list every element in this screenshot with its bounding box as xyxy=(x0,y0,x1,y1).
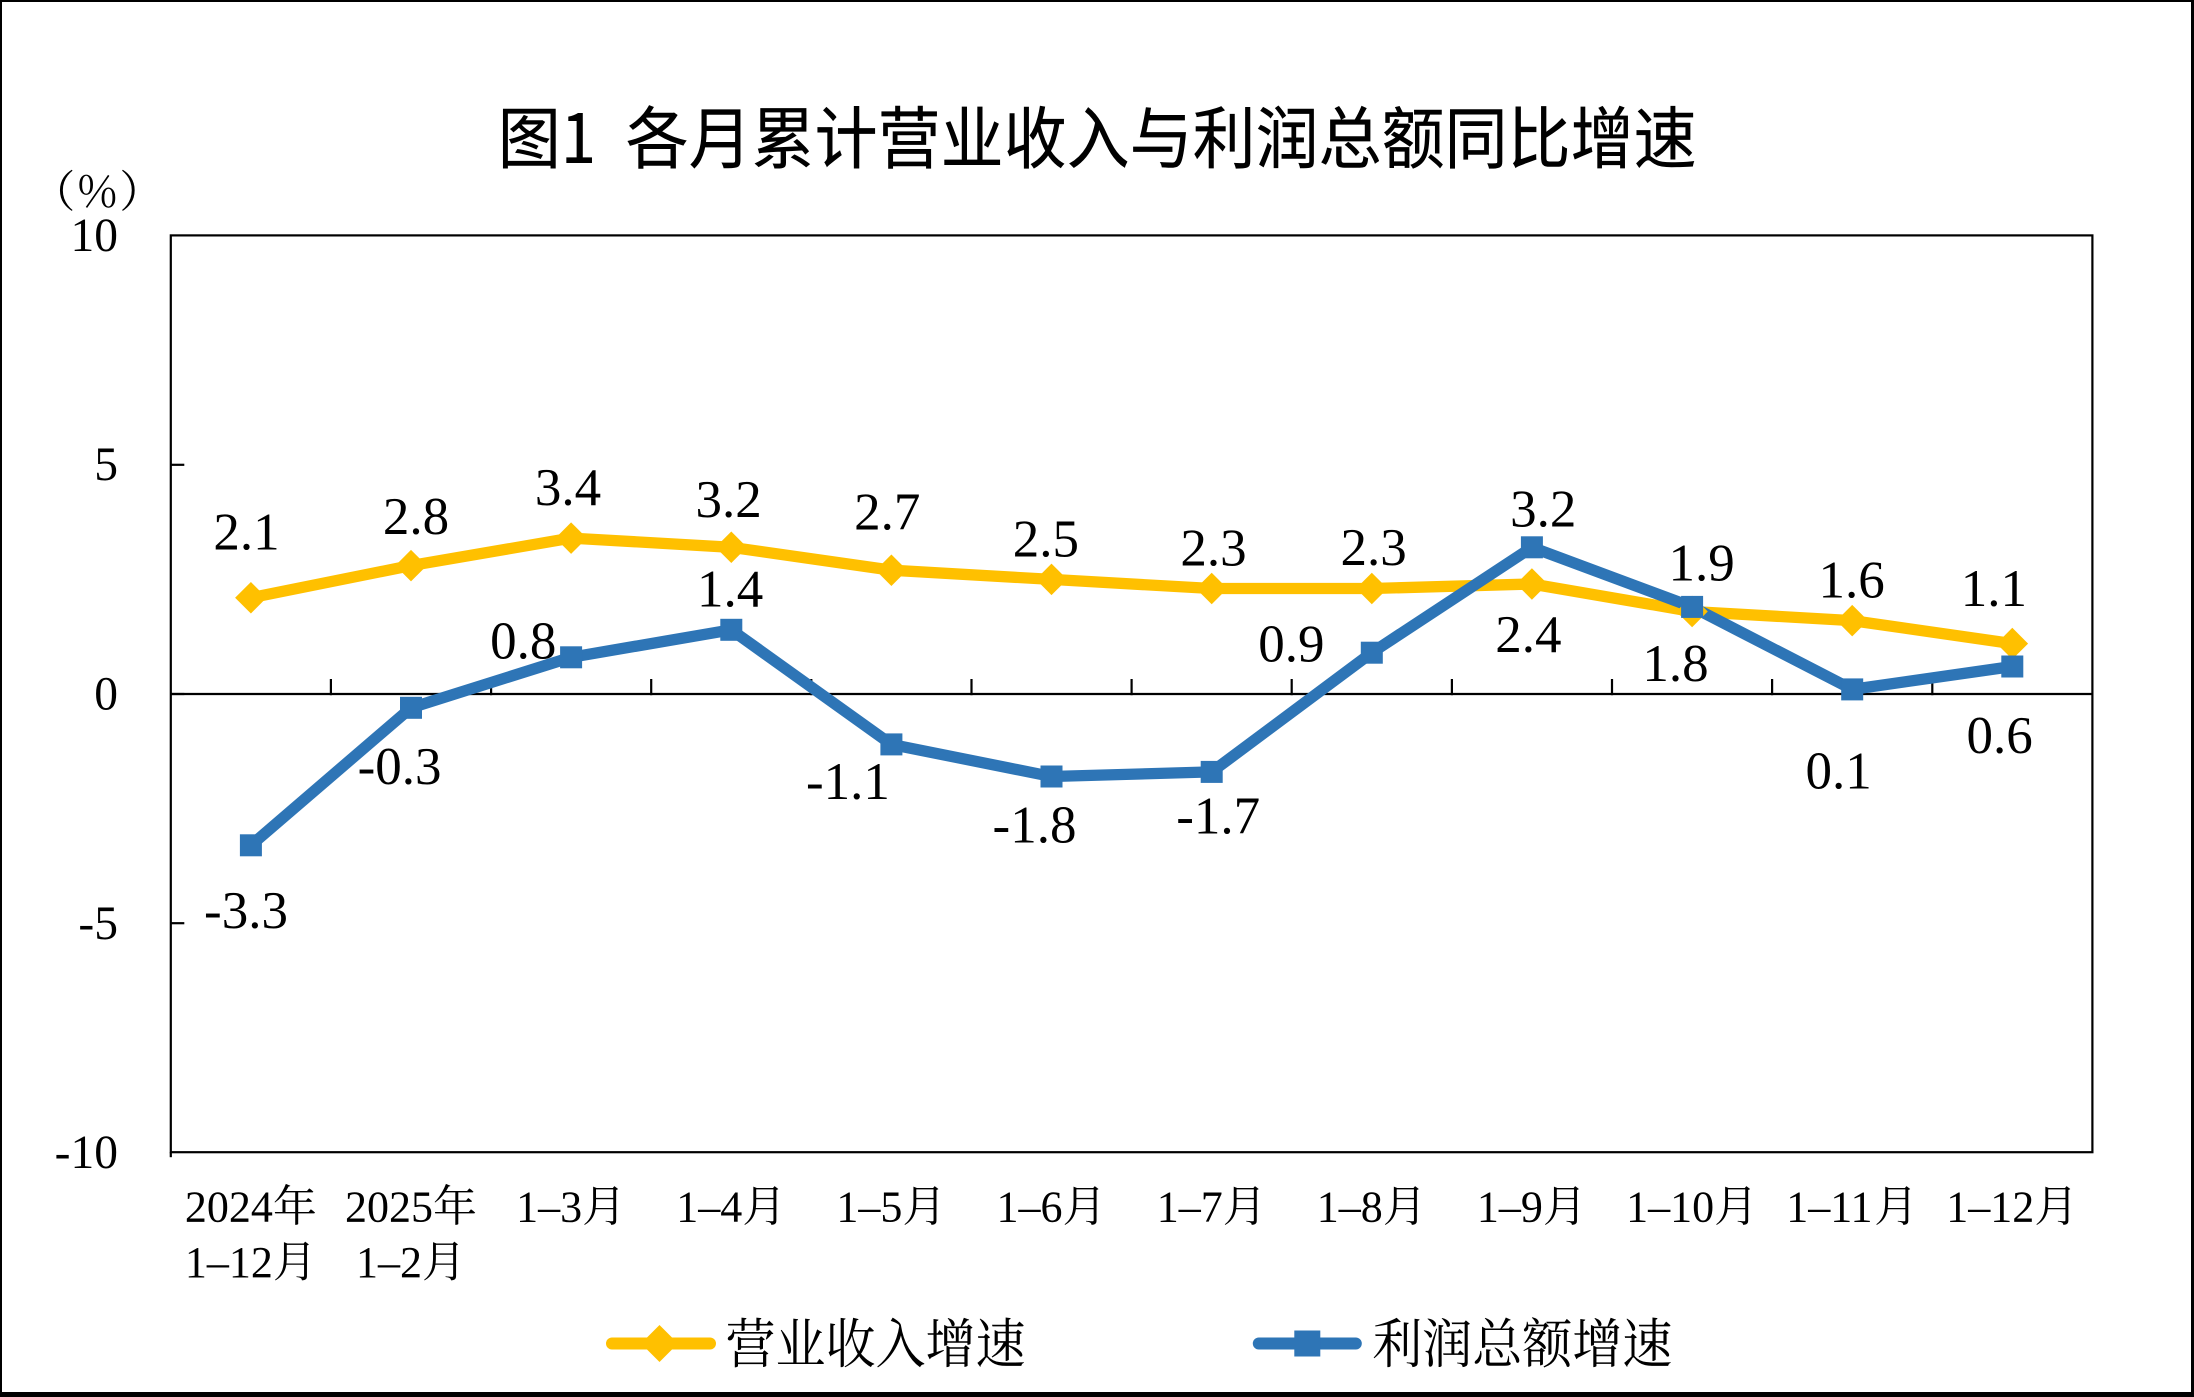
svg-text:10: 10 xyxy=(71,210,119,262)
svg-text:1–5: 1–5 xyxy=(836,1183,902,1232)
svg-text:1.9: 1.9 xyxy=(1668,535,1734,593)
svg-text:1–3: 1–3 xyxy=(516,1183,582,1232)
svg-text:-3.3: -3.3 xyxy=(204,882,288,940)
svg-text:3.2: 3.2 xyxy=(695,471,761,529)
svg-text:1–7: 1–7 xyxy=(1157,1183,1223,1232)
svg-text:1–2: 1–2 xyxy=(356,1238,422,1287)
svg-text:-5: -5 xyxy=(78,898,118,950)
svg-text:1.6: 1.6 xyxy=(1818,552,1884,610)
svg-text:-1.1: -1.1 xyxy=(806,753,890,811)
svg-text:2.5: 2.5 xyxy=(1013,511,1079,569)
svg-text:2025: 2025 xyxy=(345,1183,433,1232)
svg-text:2.8: 2.8 xyxy=(383,488,449,546)
svg-text:1–4: 1–4 xyxy=(676,1183,742,1232)
svg-text:3.4: 3.4 xyxy=(535,459,601,517)
svg-text:1–12: 1–12 xyxy=(1946,1183,2034,1232)
svg-text:0.6: 0.6 xyxy=(1966,707,2032,765)
svg-text:-1.7: -1.7 xyxy=(1176,788,1260,846)
svg-text:2.4: 2.4 xyxy=(1495,606,1561,664)
svg-text:5: 5 xyxy=(94,439,118,491)
svg-text:1.1: 1.1 xyxy=(1961,560,2027,618)
svg-text:0.1: 0.1 xyxy=(1805,743,1871,801)
svg-text:3.2: 3.2 xyxy=(1510,481,1576,539)
svg-text:1–6: 1–6 xyxy=(997,1183,1063,1232)
svg-text:-1.8: -1.8 xyxy=(993,797,1077,855)
svg-text:-0.3: -0.3 xyxy=(358,738,442,796)
svg-text:2.1: 2.1 xyxy=(213,504,279,562)
svg-text:2.3: 2.3 xyxy=(1340,519,1406,577)
svg-text:0: 0 xyxy=(94,669,118,721)
svg-text:1.4: 1.4 xyxy=(697,560,763,618)
svg-text:1–12: 1–12 xyxy=(185,1238,273,1287)
svg-text:2.7: 2.7 xyxy=(854,484,920,542)
svg-text:-10: -10 xyxy=(55,1127,118,1179)
svg-text:0.9: 0.9 xyxy=(1258,615,1324,673)
svg-text:2024: 2024 xyxy=(185,1183,273,1232)
svg-text:1–11: 1–11 xyxy=(1786,1183,1872,1232)
svg-text:1–10: 1–10 xyxy=(1626,1183,1714,1232)
svg-text:2.3: 2.3 xyxy=(1180,520,1246,578)
svg-text:0.8: 0.8 xyxy=(490,613,556,671)
svg-text:1–8: 1–8 xyxy=(1317,1183,1383,1232)
svg-text:1.8: 1.8 xyxy=(1642,635,1708,693)
svg-text:1–9: 1–9 xyxy=(1477,1183,1543,1232)
